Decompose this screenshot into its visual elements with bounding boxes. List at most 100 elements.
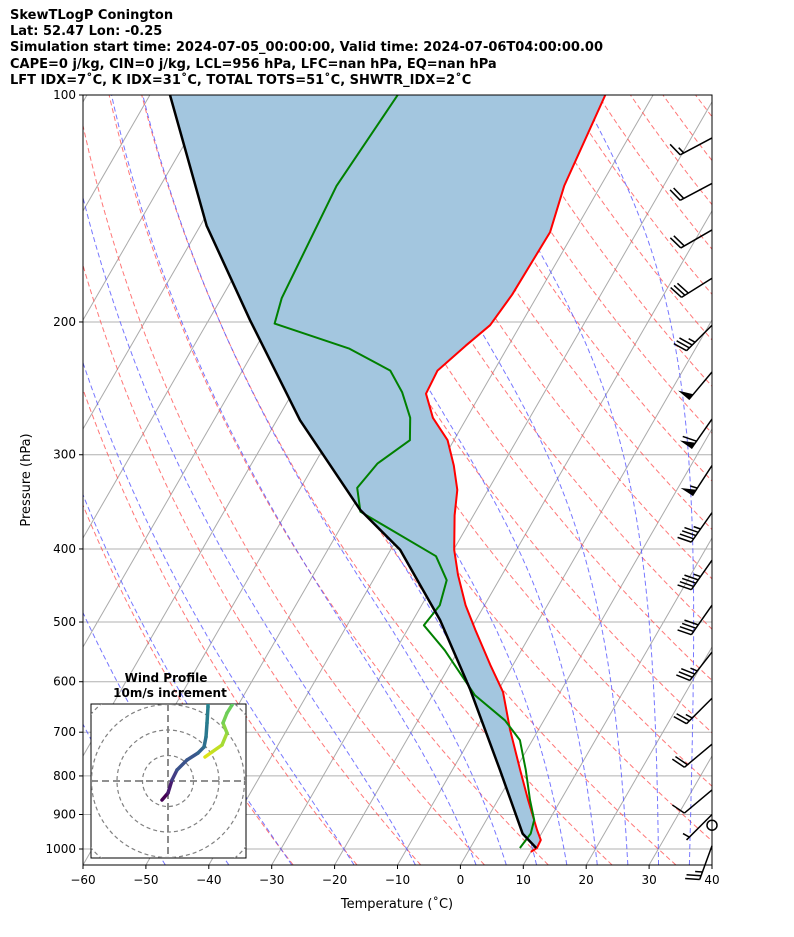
y-tick-label: 700	[53, 725, 76, 739]
x-tick-label: −50	[133, 873, 158, 887]
barb-half	[688, 338, 696, 343]
moist-adiabat-line	[355, 95, 629, 865]
barb-full	[678, 671, 693, 678]
dry-adiabat-line	[401, 95, 712, 531]
hodograph-trace-segment	[175, 758, 189, 772]
hodograph-subtitle: 10m/s increment	[113, 686, 227, 700]
wind-barb	[678, 371, 713, 401]
barb-full	[686, 874, 702, 877]
barb-staff	[686, 324, 713, 352]
dry-adiabat-line	[336, 95, 712, 630]
hodograph-trace-segment	[221, 711, 229, 725]
x-tick-label: 20	[579, 873, 594, 887]
dry-adiabat-line	[83, 503, 294, 865]
barb-full	[681, 622, 697, 629]
hodograph-trace-segment	[210, 743, 224, 754]
barb-full	[676, 713, 690, 722]
wind-barb	[671, 789, 713, 814]
hodograph-title: Wind Profile	[125, 671, 208, 685]
barb-staff	[679, 182, 713, 201]
barb-full	[681, 530, 697, 537]
barb-full	[679, 580, 694, 588]
moist-adiabat-line	[83, 611, 230, 865]
barb-full	[669, 143, 681, 156]
barb-staff	[681, 277, 713, 298]
isotherm-line	[83, 95, 88, 103]
barb-full	[673, 342, 687, 352]
wind-barbs	[669, 137, 718, 881]
x-tick-label: 10	[516, 873, 531, 887]
x-axis-label: Temperature (˚C)	[340, 896, 453, 912]
barb-half	[693, 573, 701, 578]
barb-flag	[679, 440, 696, 449]
dewpoint-line	[273, 95, 536, 849]
dry-adiabat-line	[141, 95, 613, 865]
isotherm-line	[585, 645, 712, 865]
x-tick-label: −10	[385, 873, 410, 887]
barb-staff	[686, 697, 713, 725]
moist-adiabat-line	[83, 361, 355, 865]
moist-adiabat-line	[142, 95, 507, 865]
y-tick-label: 300	[53, 448, 76, 462]
barb-full	[682, 435, 697, 442]
x-tick-label: −20	[322, 873, 347, 887]
dry-adiabat-line	[564, 95, 712, 296]
moist-adiabat-line	[719, 95, 745, 865]
wind-barb	[671, 743, 713, 768]
isotherm-line	[83, 95, 277, 430]
barb-full	[676, 340, 690, 349]
x-tick-label: −60	[70, 873, 95, 887]
dry-adiabat-line	[83, 387, 358, 865]
moist-adiabat-line	[580, 95, 695, 865]
barb-staff	[690, 604, 713, 636]
parcel-path-line	[168, 95, 538, 849]
dry-adiabat-line	[532, 95, 712, 341]
hodograph-inset: Wind Profile 10m/s increment	[90, 671, 247, 859]
y-tick-label: 900	[53, 807, 76, 821]
barb-full	[675, 755, 688, 766]
moist-adiabat-line	[282, 95, 598, 865]
barb-half	[690, 485, 698, 489]
dry-adiabat-line	[597, 95, 712, 250]
times-text: Simulation start time: 2024-07-05_00:00:…	[10, 40, 603, 55]
wind-barb	[669, 137, 713, 156]
dry-adiabat-line	[83, 263, 422, 865]
barb-full	[676, 674, 691, 682]
x-tick-label: 40	[704, 873, 719, 887]
barb-full	[685, 877, 700, 881]
y-tick-label: 1000	[45, 842, 76, 856]
barb-full	[671, 804, 685, 814]
barb-full	[677, 584, 692, 591]
isotherm-line	[459, 427, 712, 865]
barb-staff	[690, 512, 713, 543]
dry-adiabat-line	[83, 123, 485, 865]
barb-full	[673, 187, 685, 199]
chart-title: SkewTLogP Conington	[10, 8, 174, 23]
barb-full	[679, 337, 693, 346]
y-tick-label: 100	[53, 88, 76, 102]
dry-adiabat-line	[695, 95, 712, 118]
barb-staff	[689, 651, 713, 681]
barb-full	[669, 237, 682, 249]
barb-half	[690, 667, 698, 672]
isotherm-line	[522, 536, 712, 865]
x-tick-label: −40	[196, 873, 221, 887]
wind-barb	[673, 697, 713, 725]
wind-barb	[676, 651, 713, 682]
dry-adiabat-line	[108, 95, 549, 865]
barb-full	[679, 625, 694, 633]
x-tick-label: 30	[641, 873, 656, 887]
hodograph-trace-segment	[221, 721, 229, 735]
temperature-line	[425, 95, 607, 853]
indices-text-2: LFT IDX=7˚C, K IDX=31˚C, TOTAL TOTS=51˚C…	[10, 73, 472, 88]
barb-full	[670, 287, 682, 298]
cape-shading	[170, 95, 606, 852]
barb-staff	[691, 465, 713, 497]
dry-adiabat-line	[238, 95, 712, 787]
wind-barb	[669, 182, 713, 201]
moist-adiabat-line	[83, 493, 293, 865]
barb-half	[693, 525, 701, 530]
x-tick-label: −30	[259, 873, 284, 887]
